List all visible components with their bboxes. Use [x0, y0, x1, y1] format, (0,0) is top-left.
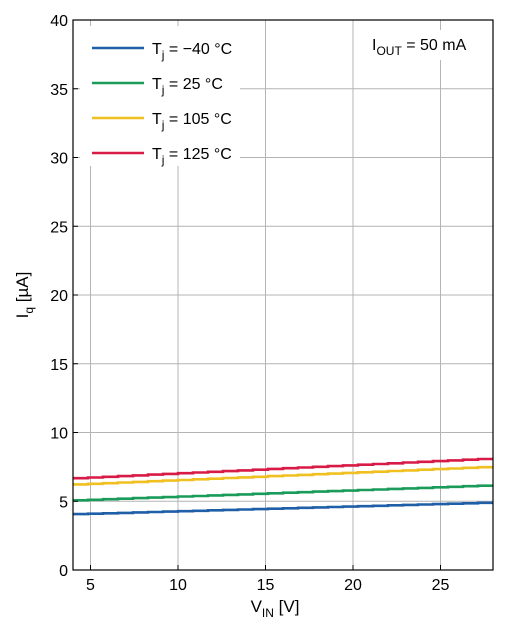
- y-tick-label: 25: [50, 219, 68, 236]
- series-line: [73, 501, 493, 516]
- y-tick-label: 20: [50, 288, 68, 305]
- x-tick-label: 25: [432, 577, 450, 594]
- y-tick-label: 40: [50, 13, 68, 30]
- y-tick-label: 0: [59, 563, 68, 580]
- legend: Tj = −40 °C Tj = 25 °C Tj = 105 °C Tj = 125…: [80, 26, 486, 167]
- legend-label: Tj = −40 °C: [152, 41, 232, 62]
- annotation-text: IOUT = 50 mA: [372, 37, 467, 58]
- legend-label: Tj = 125 °C: [152, 146, 232, 167]
- ticks: 5 10 15 20 25 0 5 10 15 20 25 30 35 40: [50, 13, 449, 594]
- legend-box: [80, 26, 240, 166]
- y-tick-label: 10: [50, 426, 68, 443]
- x-tick-label: 5: [86, 577, 95, 594]
- series-lines: [73, 457, 493, 516]
- x-axis-label: VIN [V]: [251, 597, 300, 620]
- x-tick-label: 15: [257, 577, 275, 594]
- y-axis-label: Iq [µA]: [13, 272, 36, 319]
- legend-label: Tj = 25 °C: [152, 76, 223, 97]
- x-tick-label: 10: [169, 577, 187, 594]
- y-tick-label: 5: [59, 494, 68, 511]
- annotation-bg: [362, 30, 486, 60]
- y-tick-label: 15: [50, 357, 68, 374]
- series-line: [73, 484, 493, 502]
- axis-labels: VIN [V] Iq [µA]: [13, 272, 299, 620]
- y-tick-label: 30: [50, 151, 68, 168]
- legend-label: Tj = 105 °C: [152, 111, 232, 132]
- series-line: [73, 465, 493, 486]
- x-tick-label: 20: [344, 577, 362, 594]
- series-line: [73, 457, 493, 480]
- y-tick-label: 35: [50, 82, 68, 99]
